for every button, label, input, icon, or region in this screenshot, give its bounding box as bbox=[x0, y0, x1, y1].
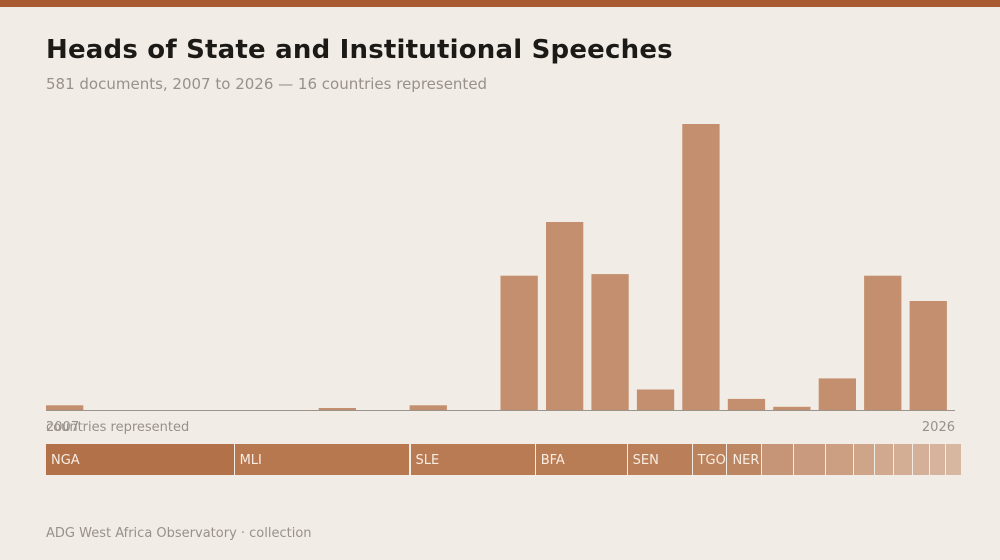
bar-2018 bbox=[546, 222, 584, 410]
country-segment-bfa: BFA bbox=[535, 444, 628, 475]
bar-2015 bbox=[409, 405, 447, 410]
country-segment-label: TGO bbox=[697, 453, 726, 468]
bar-2013 bbox=[318, 408, 356, 410]
bar-group bbox=[46, 124, 947, 410]
country-segment bbox=[854, 444, 875, 475]
bar-chart: 2007 2026 bbox=[46, 124, 955, 435]
bar-2007 bbox=[46, 405, 84, 410]
bar-2024 bbox=[818, 378, 856, 410]
country-segment-label: MLI bbox=[239, 453, 262, 468]
country-segment-label: SLE bbox=[415, 453, 440, 468]
country-segment-sle: SLE bbox=[410, 444, 536, 475]
country-segment-sen: SEN bbox=[627, 444, 693, 475]
strip-label: countries represented bbox=[46, 420, 190, 435]
country-segment-label: NER bbox=[732, 453, 760, 468]
chart-subtitle: 581 documents, 2007 to 2026 — 16 countri… bbox=[46, 75, 488, 93]
country-segment bbox=[946, 444, 962, 475]
country-segment-nga: NGA bbox=[46, 444, 235, 475]
source-note: ADG West Africa Observatory · collection bbox=[46, 526, 312, 541]
bar-2022 bbox=[727, 398, 766, 410]
country-strip: NGA MLI SLE BFA SEN TGO NER bbox=[46, 444, 962, 475]
country-segment-ner: NER bbox=[727, 444, 763, 475]
bar-2017 bbox=[500, 275, 538, 410]
country-segment-mli: MLI bbox=[234, 444, 411, 475]
country-segment-label: SEN bbox=[632, 453, 659, 468]
country-segment bbox=[874, 444, 894, 475]
country-segment-tgo: TGO bbox=[692, 444, 728, 475]
country-segment bbox=[912, 444, 931, 475]
country-segment bbox=[794, 444, 826, 475]
country-segment bbox=[930, 444, 947, 475]
country-segment-label: NGA bbox=[51, 453, 80, 468]
country-segment bbox=[762, 444, 794, 475]
bar-2025 bbox=[864, 275, 902, 410]
bar-2023 bbox=[773, 406, 811, 410]
country-segment bbox=[893, 444, 913, 475]
chart-title: Heads of State and Institutional Speeche… bbox=[46, 35, 673, 65]
bar-2019 bbox=[591, 274, 629, 410]
x-tick-label-first: 2007 bbox=[46, 420, 79, 435]
country-segment-label: BFA bbox=[540, 453, 565, 468]
bar-2026 bbox=[909, 301, 947, 410]
x-tick-label-last: 2026 bbox=[922, 420, 955, 435]
country-segment bbox=[825, 444, 855, 475]
bar-2020 bbox=[636, 389, 675, 410]
top-accent-bar bbox=[0, 0, 1000, 7]
bar-2021 bbox=[682, 124, 720, 410]
